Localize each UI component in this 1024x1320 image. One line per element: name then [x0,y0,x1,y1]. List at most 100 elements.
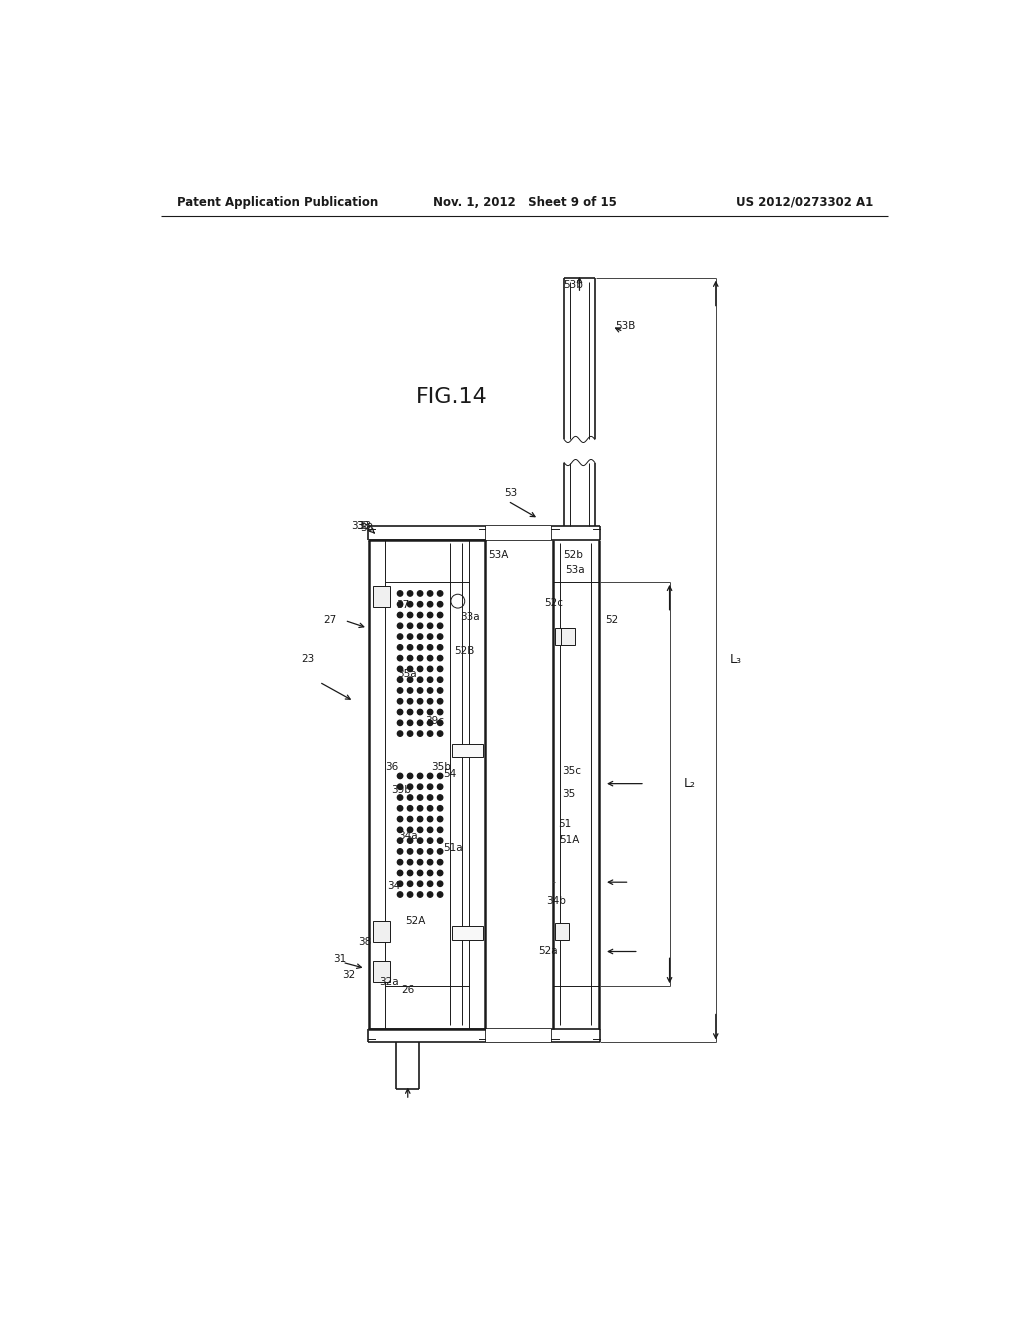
Circle shape [427,623,433,628]
Bar [373,921,390,942]
Circle shape [437,795,442,800]
Circle shape [437,828,442,833]
Circle shape [427,849,433,854]
Circle shape [437,870,442,875]
Circle shape [418,677,423,682]
Circle shape [427,591,433,597]
Circle shape [437,602,442,607]
Circle shape [408,880,413,887]
Circle shape [437,677,442,682]
Circle shape [418,591,423,597]
Circle shape [408,634,413,639]
Circle shape [408,828,413,833]
Text: 36: 36 [385,762,398,772]
Circle shape [418,602,423,607]
Bar [453,927,483,940]
Circle shape [408,667,413,672]
Circle shape [427,859,433,865]
Circle shape [408,623,413,628]
Circle shape [427,816,433,822]
Circle shape [427,784,433,789]
Text: 35a: 35a [397,669,417,680]
Text: 52b: 52b [563,550,584,560]
Bar [373,586,390,607]
Circle shape [437,838,442,843]
Circle shape [397,816,402,822]
Text: 52B: 52B [454,647,474,656]
Bar [486,525,551,540]
Circle shape [437,892,442,898]
Bar [561,628,574,645]
Circle shape [408,591,413,597]
Bar [555,628,568,645]
Circle shape [427,774,433,779]
Text: Patent Application Publication: Patent Application Publication [177,195,378,209]
Circle shape [427,634,433,639]
Circle shape [437,774,442,779]
Text: 33: 33 [351,520,365,531]
Circle shape [437,784,442,789]
Circle shape [397,892,402,898]
Circle shape [437,731,442,737]
Circle shape [408,892,413,898]
Text: L₂: L₂ [683,777,695,791]
Circle shape [397,880,402,887]
Text: 52a: 52a [539,946,558,957]
Circle shape [427,838,433,843]
Text: 53: 53 [504,488,517,499]
Text: 53b: 53b [563,280,584,290]
Circle shape [418,805,423,810]
Circle shape [397,602,402,607]
Circle shape [397,709,402,714]
Circle shape [427,795,433,800]
Circle shape [408,816,413,822]
Text: 51: 51 [559,820,572,829]
Circle shape [418,644,423,649]
Text: 37: 37 [396,601,410,610]
Circle shape [397,859,402,865]
Circle shape [408,656,413,661]
Circle shape [397,656,402,661]
Circle shape [418,721,423,726]
Text: L₃: L₃ [730,653,741,667]
Text: 33: 33 [356,520,370,531]
Circle shape [427,709,433,714]
Circle shape [427,612,433,618]
Circle shape [427,731,433,737]
Text: 52A: 52A [406,916,426,925]
Text: 39c: 39c [425,715,444,726]
Circle shape [397,667,402,672]
Circle shape [437,816,442,822]
Circle shape [397,688,402,693]
Circle shape [408,859,413,865]
Circle shape [397,838,402,843]
Text: 53a: 53a [565,565,586,576]
Text: 26: 26 [401,985,415,995]
Text: 52c: 52c [544,598,563,607]
Circle shape [397,828,402,833]
Circle shape [418,880,423,887]
Circle shape [437,859,442,865]
Circle shape [408,784,413,789]
Circle shape [418,859,423,865]
Text: Nov. 1, 2012   Sheet 9 of 15: Nov. 1, 2012 Sheet 9 of 15 [433,195,616,209]
Circle shape [418,656,423,661]
Circle shape [427,688,433,693]
Circle shape [408,731,413,737]
Circle shape [427,677,433,682]
Circle shape [408,677,413,682]
Circle shape [408,612,413,618]
Circle shape [408,644,413,649]
Text: 54: 54 [443,770,457,779]
Circle shape [427,880,433,887]
Text: 35c: 35c [562,766,582,776]
Circle shape [397,849,402,854]
Text: 27: 27 [324,615,337,626]
Text: 39b: 39b [391,785,411,795]
Circle shape [418,838,423,843]
Circle shape [427,656,433,661]
Circle shape [418,774,423,779]
Circle shape [437,709,442,714]
Circle shape [408,688,413,693]
Circle shape [427,667,433,672]
